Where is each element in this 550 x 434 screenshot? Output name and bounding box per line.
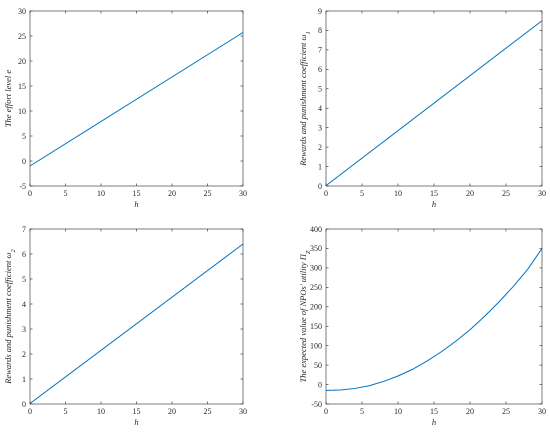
plot-frame	[325, 228, 543, 405]
y-tick-label: 250	[310, 283, 322, 292]
x-tick-label: 5	[64, 407, 68, 416]
x-tick-label: 5	[360, 407, 364, 416]
y-tick-label: 5	[22, 132, 26, 141]
x-axis-label: h	[432, 199, 436, 209]
x-tick-label: 25	[204, 407, 212, 416]
x-axis-label: h	[432, 417, 436, 427]
x-tick-label: 0	[324, 189, 328, 198]
x-tick-label: 10	[394, 189, 402, 198]
x-tick-label: 15	[430, 407, 438, 416]
x-tick-label: 10	[394, 407, 402, 416]
x-tick-label: 10	[97, 407, 105, 416]
y-tick-label: 15	[18, 82, 26, 91]
y-tick-label: 100	[310, 341, 322, 350]
series-line-1	[29, 243, 244, 404]
y-tick-label: 2	[22, 350, 26, 359]
x-tick-label: 30	[538, 407, 546, 416]
y-tick-label: 50	[314, 361, 322, 370]
x-tick-label: 0	[324, 407, 328, 416]
x-tick-label: 30	[239, 189, 247, 198]
y-tick-label: 6	[318, 65, 322, 74]
series-line-1	[325, 20, 543, 187]
y-tick-label: 200	[310, 303, 322, 312]
y-tick-label: 7	[318, 46, 322, 55]
y-tick-label: 20	[18, 57, 26, 66]
y-tick-label: 300	[310, 264, 322, 273]
x-tick-label: 30	[538, 189, 546, 198]
x-tick-label: 20	[168, 407, 176, 416]
y-tick-label: 25	[18, 32, 26, 41]
y-tick-label: 2	[318, 143, 322, 152]
chart-panel-4: 0 5 10 15 20 25 30-50050100150200250300350400h…	[298, 225, 546, 427]
y-tick-label: 3	[22, 325, 26, 334]
series-line-1	[29, 32, 244, 167]
y-tick-label: 6	[22, 250, 26, 259]
x-tick-label: 5	[64, 189, 68, 198]
x-tick-label: 20	[466, 407, 474, 416]
y-tick-label: 0	[318, 182, 322, 191]
chart-panel-3: 0 5 10 15 20 25 30 0 1 2 3 4 5 6 7 h Rewards and punishm…	[3, 225, 247, 427]
x-tick-label: 30	[239, 407, 247, 416]
y-tick-label: 8	[318, 26, 322, 35]
x-axis-label: h	[134, 199, 138, 209]
plot-frame	[29, 10, 244, 187]
y-tick-label: 4	[318, 104, 322, 113]
y-tick-label: 1	[22, 375, 26, 384]
y-tick-label: 4	[22, 300, 26, 309]
y-tick-label: 350	[310, 244, 322, 253]
y-axis-label: Rewards and punishment coefficient ω2	[3, 248, 17, 384]
y-tick-label: 5	[318, 85, 322, 94]
x-tick-label: 0	[28, 407, 32, 416]
x-tick-label: 15	[430, 189, 438, 198]
y-tick-label: 9	[318, 7, 322, 16]
x-tick-label: 25	[502, 407, 510, 416]
y-tick-label: 0	[318, 380, 322, 389]
y-tick-label: 400	[310, 225, 322, 234]
y-tick-label: 1	[318, 162, 322, 171]
x-tick-label: 5	[360, 189, 364, 198]
x-tick-label: 25	[502, 189, 510, 198]
x-tick-label: 25	[204, 189, 212, 198]
y-tick-label: 150	[310, 322, 322, 331]
y-tick-label: 30	[18, 7, 26, 16]
y-tick-label: -50	[311, 400, 322, 409]
plot-frame	[325, 10, 543, 187]
x-tick-label: 10	[97, 189, 105, 198]
y-tick-label: 0	[22, 400, 26, 409]
y-axis-label: The effort level e	[3, 70, 13, 128]
y-tick-label: -5	[19, 182, 26, 191]
y-tick-label: 7	[22, 225, 26, 234]
y-tick-label: 3	[318, 123, 322, 132]
plot-frame	[29, 228, 244, 405]
y-axis-label: Rewards and punishment coefficient ω1	[298, 31, 312, 167]
x-tick-label: 20	[466, 189, 474, 198]
x-axis-label: h	[134, 417, 138, 427]
y-tick-label: 10	[18, 107, 26, 116]
x-tick-label: 20	[168, 189, 176, 198]
y-tick-label: 0	[22, 157, 26, 166]
x-tick-label: 15	[133, 407, 141, 416]
chart-panel-2: 0 5 10 15 20 25 30 0 1 2 3 4 5 6 7 8 9 h Rewards and punis…	[298, 7, 546, 209]
y-tick-label: 5	[22, 275, 26, 284]
series-line-1	[325, 248, 543, 391]
x-tick-label: 15	[133, 189, 141, 198]
x-tick-label: 0	[28, 189, 32, 198]
